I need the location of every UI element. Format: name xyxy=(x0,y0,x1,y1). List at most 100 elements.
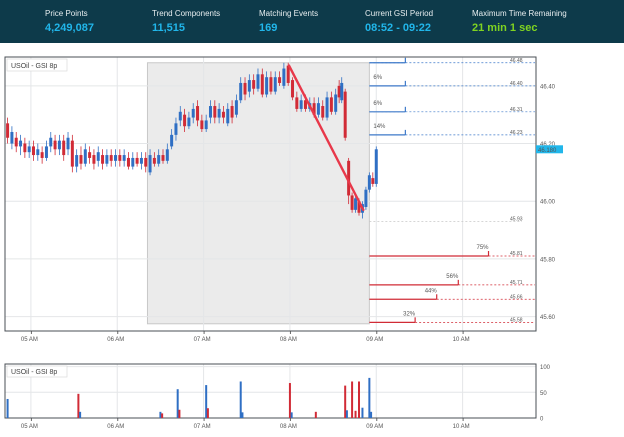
candle-body xyxy=(139,157,143,164)
volume-bar xyxy=(205,385,208,418)
volume-bar xyxy=(178,409,181,418)
candle-body xyxy=(174,123,178,135)
candle-body xyxy=(273,77,277,92)
candle-body xyxy=(157,155,161,164)
candle-body xyxy=(70,140,74,167)
candle-body xyxy=(6,123,10,138)
candle-body xyxy=(208,106,212,118)
candle-body xyxy=(200,120,204,130)
candle-body xyxy=(57,140,61,150)
projection-up-price: 46.48 xyxy=(510,58,523,64)
candle-body xyxy=(230,106,234,118)
candle-body xyxy=(265,77,269,95)
plot-frame xyxy=(4,363,537,419)
candle-body xyxy=(118,155,122,161)
candle-body xyxy=(234,100,238,115)
stat-label: Matching Events xyxy=(259,9,319,18)
y-tick-label: 45.60 xyxy=(540,315,556,321)
candle-body xyxy=(357,201,361,213)
candle-body xyxy=(10,131,14,144)
candle-body xyxy=(226,108,230,124)
volume-bar xyxy=(290,412,293,418)
candle-body xyxy=(252,80,256,89)
x-tick-label: 09 AM xyxy=(366,337,383,343)
candle-body xyxy=(23,143,27,153)
x-tick-label: 10 AM xyxy=(453,337,470,343)
stat-trend-components: Trend Components 11,515 xyxy=(152,9,220,34)
projection-down-percent: 75% xyxy=(477,245,490,251)
legend-box xyxy=(6,365,68,378)
y-tick-label: 50 xyxy=(540,391,547,397)
x-tick-label: 05 AM xyxy=(21,337,38,343)
volume-chart[interactable]: 0 50 100 05 AM 06 AM 07 AM 08 AM 09 AM 10 AM USOi… xyxy=(0,358,624,437)
stat-value: 08:52 - 09:22 xyxy=(365,22,432,34)
volume-bar xyxy=(77,393,80,418)
candle-body xyxy=(371,178,375,184)
candle-body xyxy=(243,82,247,95)
candle-body xyxy=(374,149,378,184)
candle-body xyxy=(49,137,53,147)
volume-bar xyxy=(345,410,348,418)
candle-body xyxy=(367,175,371,190)
volume-bar xyxy=(176,389,179,418)
volume-bar xyxy=(354,410,357,418)
volume-bar xyxy=(206,408,209,418)
current-price-label: 46.180 xyxy=(538,148,557,154)
x-tick-label: 06 AM xyxy=(107,424,124,430)
candle-body xyxy=(27,146,31,153)
volume-bar xyxy=(159,411,162,418)
y-tick-label: 45.80 xyxy=(540,257,556,263)
projection-up-price: 46.31 xyxy=(510,107,523,113)
projection-down-percent: 44% xyxy=(425,288,438,294)
candle-body xyxy=(269,77,273,92)
stat-current-gsi-period: Current GSI Period 08:52 - 09:22 xyxy=(365,9,433,34)
stats-header: Price Points 4,249,087 Trend Components … xyxy=(0,0,624,43)
stat-value: 169 xyxy=(259,22,278,34)
candle-body xyxy=(364,189,368,207)
projection-up-percent: 6% xyxy=(373,101,382,107)
volume-bar xyxy=(314,411,317,418)
current-price-tag xyxy=(536,145,563,154)
candle-body xyxy=(303,100,307,109)
candle-body xyxy=(278,77,282,83)
stat-value: 21 min 1 sec xyxy=(472,22,538,34)
volume-bar xyxy=(370,411,373,418)
volume-bar xyxy=(6,398,9,418)
candle-body xyxy=(83,149,87,164)
projection-down-price: 45.71 xyxy=(510,280,523,286)
candle-body xyxy=(204,120,208,130)
candle-body xyxy=(135,157,139,164)
projection-up-price: 46.40 xyxy=(510,81,523,87)
candle-body xyxy=(221,111,225,118)
candle-body xyxy=(350,195,354,210)
price-chart[interactable]: 05 AM 06 AM 07 AM 08 AM 09 AM 10 AM 45.60 45.80… xyxy=(0,54,624,348)
candle-body xyxy=(256,74,260,89)
candle-body xyxy=(239,82,243,101)
projection-down-percent: 56% xyxy=(446,274,459,280)
candle-body xyxy=(122,155,126,161)
y-tick-label: 0 xyxy=(540,417,544,423)
stat-max-time-remaining: Maximum Time Remaining 21 min 1 sec xyxy=(472,9,567,34)
candle-body xyxy=(334,94,338,112)
candle-body xyxy=(247,80,251,92)
candle-body xyxy=(105,155,109,164)
candle-body xyxy=(337,85,341,98)
stat-label: Price Points xyxy=(45,9,88,18)
candle-body xyxy=(144,157,148,167)
volume-bar xyxy=(358,381,360,418)
candle-body xyxy=(191,108,195,118)
stat-matching-events: Matching Events 169 xyxy=(259,9,318,34)
candle-body xyxy=(282,68,286,86)
candle-body xyxy=(196,106,200,121)
volume-bar xyxy=(239,381,242,418)
legend-box xyxy=(6,58,68,72)
x-tick-label: 07 AM xyxy=(194,424,211,430)
candle-body xyxy=(260,74,264,95)
candle-body xyxy=(213,106,217,118)
candle-body xyxy=(354,198,358,210)
candle-body xyxy=(88,152,92,158)
candle-body xyxy=(92,155,96,164)
candle-body xyxy=(109,155,113,161)
x-tick-label: 08 AM xyxy=(280,337,297,343)
x-tick-label: 06 AM xyxy=(107,337,124,343)
